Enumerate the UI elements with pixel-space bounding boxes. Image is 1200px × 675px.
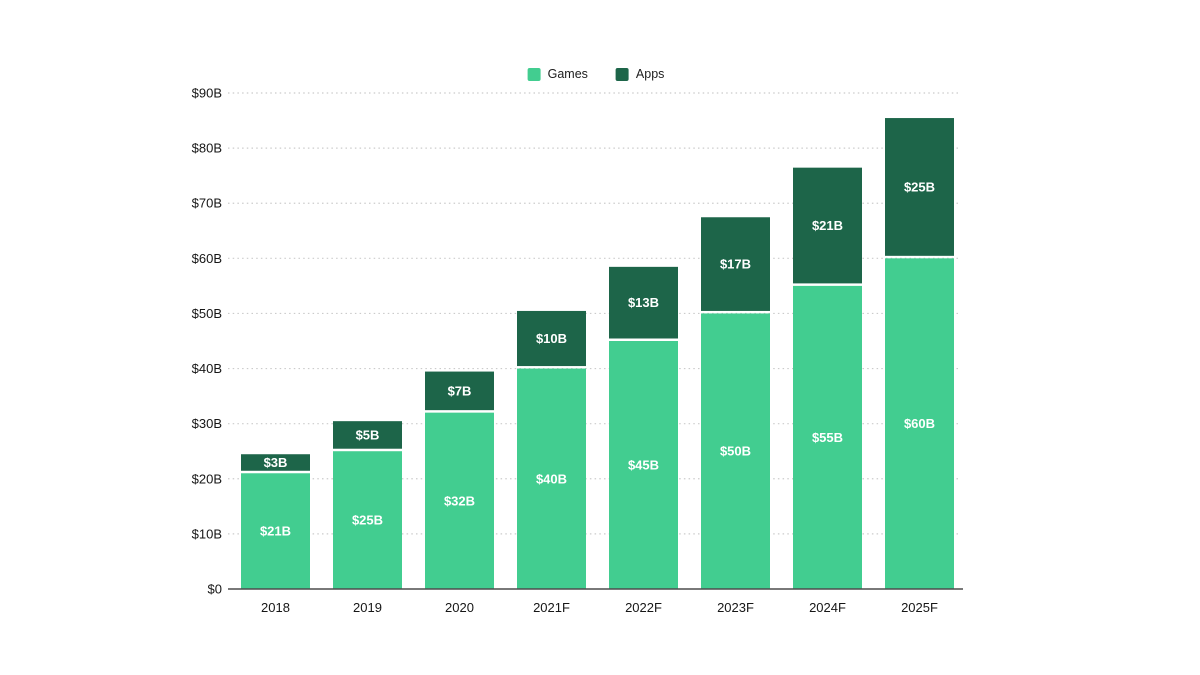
- y-tick-label-80: $80B: [192, 141, 222, 156]
- y-tick-label-40: $40B: [192, 361, 222, 376]
- y-tick-label-30: $30B: [192, 416, 222, 431]
- bar-2025F-apps: [885, 118, 954, 256]
- x-axis-label-2023F: 2023F: [717, 600, 754, 615]
- apps-legend-label: Apps: [635, 67, 665, 81]
- y-tick-label-90: $90B: [192, 86, 222, 101]
- bar-2022F-games: [609, 341, 678, 589]
- apps-value-label-2025F: $25B: [904, 179, 935, 194]
- games-value-label-2019: $25B: [352, 513, 383, 528]
- bar-2020-games: [425, 412, 494, 589]
- x-axis-label-2024F: 2024F: [809, 600, 846, 615]
- y-tick-label-50: $50B: [192, 306, 222, 321]
- x-axis-label-2020: 2020: [445, 600, 474, 615]
- legend-item-games: Games: [527, 67, 588, 81]
- bar-2019-apps: [333, 421, 402, 449]
- x-axis-label-2025F: 2025F: [901, 600, 938, 615]
- bar-2021F-apps: [517, 310, 586, 367]
- x-axis-label-2022F: 2022F: [625, 600, 662, 615]
- bar-2018-apps: [241, 454, 310, 471]
- bar-2022F-apps: [609, 266, 678, 339]
- games-value-label-2024F: $55B: [812, 430, 843, 445]
- games-swatch: [527, 67, 541, 81]
- games-value-label-2025F: $60B: [904, 416, 935, 431]
- bar-2023F-games: [701, 313, 770, 589]
- apps-value-label-2020: $7B: [448, 383, 472, 398]
- legend: Games Apps: [527, 67, 665, 81]
- games-value-label-2022F: $45B: [628, 458, 659, 473]
- y-tick-label-60: $60B: [192, 251, 222, 266]
- x-axis-label-2018: 2018: [261, 600, 290, 615]
- bar-2024F-apps: [793, 167, 862, 284]
- games-value-label-2020: $32B: [444, 493, 475, 508]
- games-legend-label: Games: [547, 67, 588, 81]
- bar-2025F-games: [885, 258, 954, 589]
- apps-value-label-2018: $3B: [264, 455, 288, 470]
- bar-2019-games: [333, 451, 402, 589]
- x-axis-label-2019: 2019: [353, 600, 382, 615]
- bar-2018-games: [241, 473, 310, 589]
- games-value-label-2021F: $40B: [536, 471, 567, 486]
- bar-2021F-games: [517, 368, 586, 589]
- games-value-label-2023F: $50B: [720, 444, 751, 459]
- apps-value-label-2021F: $10B: [536, 331, 567, 346]
- bar-2024F-games: [793, 285, 862, 589]
- y-tick-label-20: $20B: [192, 471, 222, 486]
- apps-value-label-2019: $5B: [356, 427, 380, 442]
- y-tick-label-0: $0: [208, 582, 222, 597]
- legend-item-apps: Apps: [615, 67, 665, 81]
- apps-value-label-2023F: $17B: [720, 257, 751, 272]
- bar-2023F-apps: [701, 217, 770, 311]
- games-value-label-2018: $21B: [260, 524, 291, 539]
- apps-swatch: [615, 67, 629, 81]
- apps-value-label-2024F: $21B: [812, 218, 843, 233]
- y-tick-label-70: $70B: [192, 196, 222, 211]
- apps-value-label-2022F: $13B: [628, 295, 659, 310]
- y-tick-label-10: $10B: [192, 526, 222, 541]
- x-axis-label-2021F: 2021F: [533, 600, 570, 615]
- bar-2020-apps: [425, 371, 494, 411]
